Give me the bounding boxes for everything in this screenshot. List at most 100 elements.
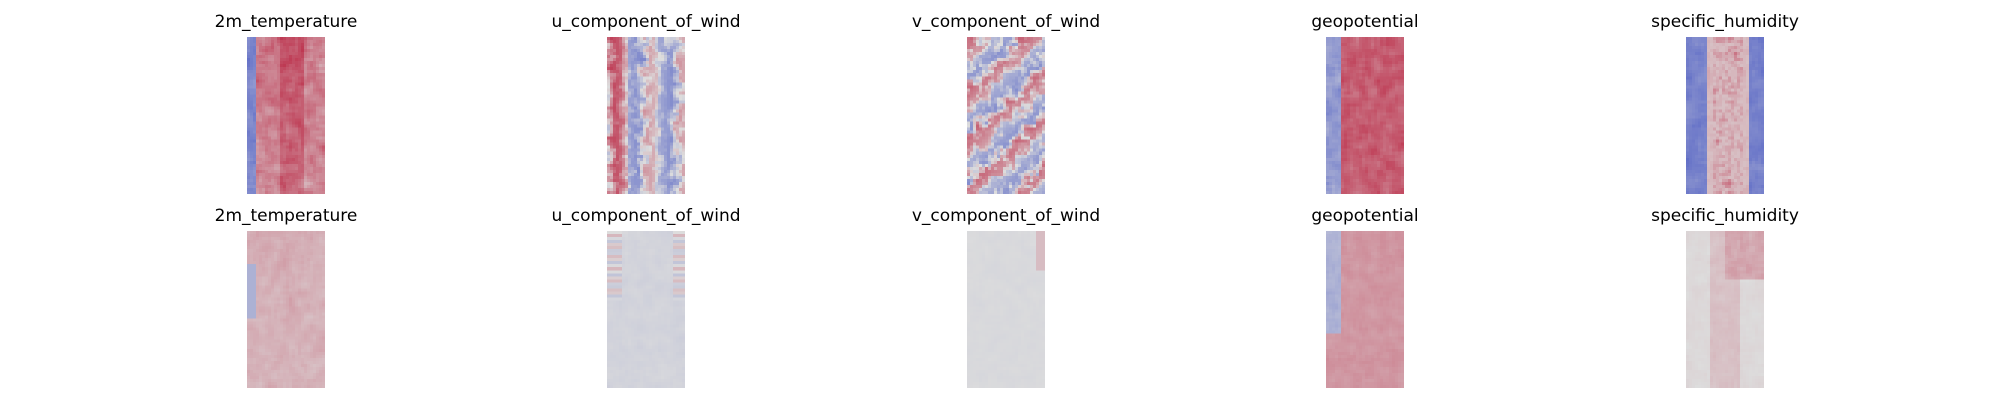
heatmap-cell	[664, 139, 668, 143]
heatmap-cell	[1344, 130, 1348, 134]
heatmap-cell	[1338, 61, 1342, 65]
heatmap-cell	[661, 46, 665, 50]
heatmap-cell	[667, 97, 671, 101]
heatmap-cell	[1344, 76, 1348, 80]
heatmap-cell	[655, 94, 659, 98]
heatmap-cell	[271, 61, 275, 65]
heatmap-cell	[682, 43, 685, 47]
heatmap-cell	[1036, 37, 1040, 41]
heatmap-cell	[655, 124, 659, 128]
heatmap-cell	[1000, 124, 1004, 128]
heatmap-cell	[1039, 112, 1043, 116]
heatmap-cell	[1362, 115, 1366, 119]
heatmap-cell	[673, 127, 677, 131]
heatmap-cell	[655, 136, 659, 140]
heatmap-cell	[679, 118, 683, 122]
heatmap-cell	[307, 97, 311, 101]
heatmap-cell	[256, 55, 260, 59]
heatmap-cell	[640, 43, 644, 47]
heatmap-cell	[1392, 124, 1396, 128]
heatmap-cell	[1033, 76, 1037, 80]
heatmap-cell	[1003, 58, 1007, 62]
heatmap-cell	[1009, 148, 1013, 152]
heatmap-cell	[283, 157, 287, 161]
heatmap-cell	[682, 103, 685, 107]
heatmap-cell	[1042, 142, 1045, 146]
heatmap-cell	[625, 148, 629, 152]
heatmap-cell	[655, 70, 659, 74]
heatmap-cell	[619, 115, 623, 119]
heatmap-cell	[679, 79, 683, 83]
heatmap-cell	[1039, 118, 1043, 122]
heatmap-cell	[619, 43, 623, 47]
heatmap-cell	[622, 127, 626, 131]
heatmap-cell	[973, 127, 977, 131]
heatmap-cell	[652, 124, 656, 128]
heatmap-cell	[1039, 49, 1043, 53]
heatmap-cell	[1006, 175, 1010, 180]
heatmap-cell	[634, 55, 638, 59]
heatmap-cell	[679, 67, 683, 71]
heatmap-cell	[1341, 61, 1345, 65]
heatmap-cell	[970, 154, 974, 158]
heatmap-cell	[1347, 79, 1351, 83]
heatmap-cell	[286, 67, 290, 71]
heatmap-cell	[667, 46, 671, 50]
heatmap-cell	[676, 118, 680, 122]
heatmap-cell	[1329, 43, 1333, 47]
heatmap-cell	[997, 73, 1001, 77]
heatmap-cell	[292, 97, 296, 101]
heatmap-cell	[262, 103, 266, 107]
heatmap-cell	[307, 85, 311, 89]
heatmap-cell	[277, 58, 281, 62]
heatmap-cell	[256, 52, 260, 56]
heatmap-cell	[1042, 172, 1045, 177]
heatmap-cell	[988, 118, 992, 122]
heatmap-cell	[247, 121, 251, 125]
heatmap-cell	[979, 139, 983, 143]
heatmap-cell	[679, 37, 683, 41]
heatmap-cell	[967, 130, 971, 134]
heatmap-cell	[319, 154, 323, 158]
heatmap-cell	[649, 163, 653, 167]
heatmap-cell	[682, 172, 685, 177]
heatmap-cell	[667, 76, 671, 80]
heatmap-cell	[631, 94, 635, 98]
heatmap-cell	[625, 181, 629, 186]
heatmap-cell	[1353, 97, 1357, 101]
heatmap-cell	[1000, 88, 1004, 92]
heatmap-cell	[658, 91, 662, 95]
heatmap-cell	[1389, 91, 1393, 95]
heatmap-cell	[280, 73, 284, 77]
heatmap-cell	[1377, 118, 1381, 122]
heatmap-cell	[277, 169, 281, 174]
heatmap-cell	[670, 175, 674, 180]
heatmap-cell	[679, 157, 683, 161]
heatmap-cell	[1395, 103, 1399, 107]
heatmap-cell	[1009, 187, 1013, 192]
heatmap-cell	[1042, 46, 1045, 50]
heatmap-cell	[622, 139, 626, 143]
heatmap-cell	[982, 181, 986, 186]
heatmap-cell	[1000, 103, 1004, 107]
heatmap-cell	[610, 115, 614, 119]
heatmap-cell	[1398, 127, 1402, 131]
heatmap-cell	[1036, 85, 1040, 89]
heatmap-cell	[256, 67, 260, 71]
heatmap-cell	[265, 124, 269, 128]
heatmap-cell	[985, 85, 989, 89]
heatmap-cell	[634, 124, 638, 128]
heatmap-cell	[976, 82, 980, 86]
heatmap-cell	[1009, 154, 1013, 158]
heatmap-cell	[985, 76, 989, 80]
heatmap-cell	[1389, 109, 1393, 113]
heatmap-cell	[997, 100, 1001, 104]
heatmap-cell	[250, 46, 254, 50]
heatmap-cell	[649, 187, 653, 192]
heatmap-cell	[1027, 169, 1031, 174]
heatmap-cell	[655, 91, 659, 95]
heatmap-cell	[1344, 103, 1348, 107]
heatmap-cell	[1377, 85, 1381, 89]
heatmap-cell	[1356, 103, 1360, 107]
heatmap-cell	[1024, 127, 1028, 131]
